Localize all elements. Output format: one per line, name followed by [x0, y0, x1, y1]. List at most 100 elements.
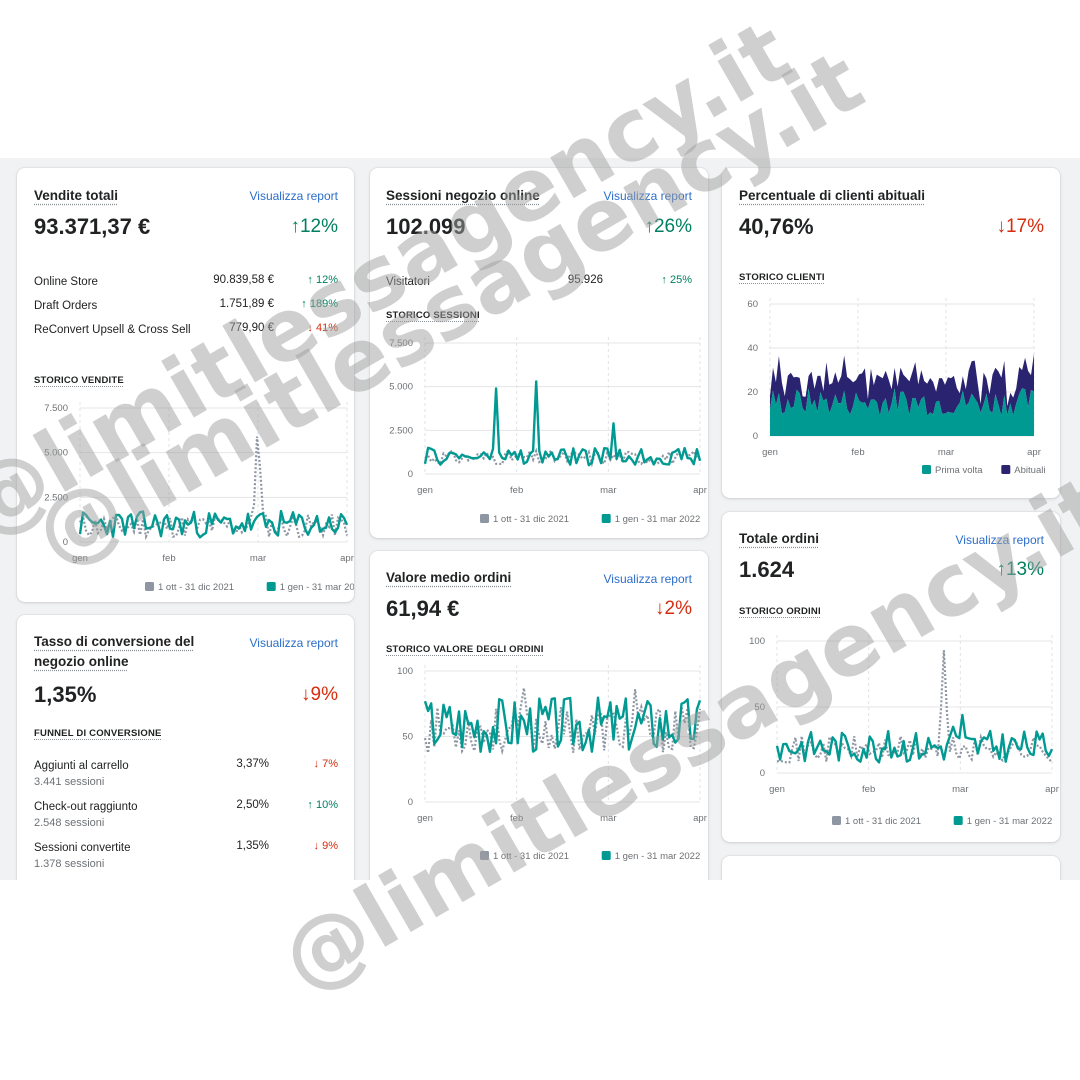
y-tick-label: 100: [397, 666, 413, 677]
sales-channel-delta: ↑ 12%: [307, 274, 338, 286]
delta-up: ↑26%: [644, 216, 692, 238]
view-report-link[interactable]: Visualizza report: [250, 189, 339, 203]
legend-label: 1 gen - 31 mar 2022: [280, 582, 354, 593]
funnel-step-delta: ↓ 7%: [314, 758, 338, 770]
delta-down: ↓9%: [301, 684, 338, 706]
sales-channel-delta: ↓ 41%: [307, 322, 338, 334]
view-report-link[interactable]: Visualizza report: [956, 533, 1045, 547]
card-title[interactable]: Vendite totali: [34, 186, 118, 206]
card-title[interactable]: Percentuale di clienti abituali: [739, 186, 925, 206]
arrow-up-icon: ↑: [644, 216, 654, 237]
card-title[interactable]: Tasso di conversione del negozio online: [34, 632, 214, 672]
delta-down: ↓2%: [655, 598, 692, 620]
dashboard-area: Vendite totali Visualizza report 93.371,…: [0, 158, 1080, 880]
delta-value: 41%: [316, 322, 338, 334]
legend-swatch: [602, 851, 611, 860]
x-tick-label: apr: [340, 553, 354, 564]
legend-label: 1 ott - 31 dic 2021: [845, 816, 921, 827]
legend-swatch: [145, 582, 154, 591]
card-total-sales: Vendite totali Visualizza report 93.371,…: [17, 168, 354, 602]
funnel-caption: FUNNEL DI CONVERSIONE: [34, 728, 162, 739]
legend-label: 1 ott - 31 dic 2021: [493, 514, 569, 525]
sales-channel-label: Online Store: [34, 274, 98, 290]
arrow-up-icon: ↑: [290, 216, 300, 237]
funnel-step-value: 1,35%: [236, 840, 269, 852]
card-total-orders: Totale ordini Visualizza report 1.624 ↑1…: [722, 512, 1060, 842]
sales-channel-value: 779,90 €: [229, 322, 274, 334]
funnel-step-value: 2,50%: [236, 799, 269, 811]
x-tick-label: mar: [250, 553, 266, 564]
total-sales-value: 93.371,37 €: [34, 214, 150, 240]
x-tick-label: gen: [769, 784, 785, 795]
delta-value: 9%: [322, 840, 338, 852]
legend-swatch: [922, 465, 931, 474]
x-tick-label: feb: [162, 553, 175, 564]
x-tick-label: gen: [72, 553, 88, 564]
average-order-value: 61,94 €: [386, 596, 459, 622]
delta-up: ↑12%: [290, 216, 338, 238]
sales-channel-value: 90.839,58 €: [213, 274, 274, 286]
x-tick-label: mar: [600, 485, 616, 496]
chart-caption: STORICO VENDITE: [34, 375, 124, 386]
view-report-link[interactable]: Visualizza report: [604, 572, 693, 586]
legend-swatch: [480, 514, 489, 523]
legend-label: Abituali: [1014, 465, 1045, 476]
card-online-sessions: Sessioni negozio online Visualizza repor…: [370, 168, 708, 538]
delta-value: 12%: [300, 216, 338, 237]
x-tick-label: apr: [693, 813, 707, 824]
returning-rate-value: 40,76%: [739, 214, 814, 240]
card-title[interactable]: Sessioni negozio online: [386, 186, 540, 206]
x-tick-label: gen: [762, 447, 778, 458]
x-tick-label: feb: [510, 485, 523, 496]
sales-channel-delta: ↑ 189%: [301, 298, 338, 310]
sales-channel-label: Draft Orders: [34, 298, 97, 314]
delta-value: 26%: [654, 216, 692, 237]
y-tick-label: 7.500: [44, 403, 68, 414]
x-tick-label: feb: [862, 784, 875, 795]
y-tick-label: 0: [63, 537, 68, 548]
legend-label: 1 gen - 31 mar 2022: [615, 514, 701, 525]
y-tick-label: 60: [747, 299, 758, 310]
x-tick-label: feb: [510, 813, 523, 824]
sales-chart: 7.5005.0002.5000gen feb mar apr1 ott - 31 d…: [17, 394, 354, 594]
card-title[interactable]: Totale ordini: [739, 529, 819, 549]
y-tick-label: 20: [747, 387, 758, 398]
arrow-down-icon: ↓: [655, 598, 665, 619]
x-tick-label: gen: [417, 485, 433, 496]
y-tick-label: 50: [754, 702, 765, 713]
view-report-link[interactable]: Visualizza report: [604, 189, 693, 203]
legend-swatch: [1001, 465, 1010, 474]
delta-value: 10%: [316, 799, 338, 811]
card-average-order-value: Valore medio ordini Visualizza report 61…: [370, 551, 708, 880]
card-partial: [722, 856, 1060, 880]
visitors-label: Visitatori: [386, 274, 430, 290]
card-title[interactable]: Valore medio ordini: [386, 568, 511, 588]
funnel-step-sessions: 2.548 sessioni: [34, 817, 104, 829]
x-tick-label: mar: [952, 784, 968, 795]
y-tick-label: 50: [402, 732, 413, 743]
delta-value: 7%: [322, 758, 338, 770]
chart-caption: STORICO ORDINI: [739, 606, 821, 617]
x-tick-label: mar: [600, 813, 616, 824]
average-order-chart: 100 50 0 gen feb mar apr 1 ott - 31 dic 2021 1 g…: [370, 661, 708, 880]
funnel-step-sessions: 3.441 sessioni: [34, 776, 104, 788]
y-tick-label: 2.500: [389, 425, 413, 436]
delta-value: 12%: [316, 274, 338, 286]
sales-channel-label: ReConvert Upsell & Cross Sell: [34, 322, 194, 338]
sessions-value: 102.099: [386, 214, 466, 240]
x-tick-label: mar: [938, 447, 954, 458]
chart-caption: STORICO VALORE DEGLI ORDINI: [386, 644, 544, 655]
legend-swatch: [602, 514, 611, 523]
delta-value: 25%: [670, 274, 692, 286]
legend-label: 1 gen - 31 mar 2022: [967, 816, 1053, 827]
delta-value: 189%: [310, 298, 338, 310]
funnel-step-label: Sessioni convertite: [34, 840, 131, 856]
legend-swatch: [480, 851, 489, 860]
x-tick-label: feb: [851, 447, 864, 458]
funnel-step-delta: ↑ 10%: [307, 799, 338, 811]
y-tick-label: 7.500: [389, 338, 413, 349]
delta-value: 17%: [1006, 216, 1044, 237]
y-tick-label: 0: [408, 797, 413, 808]
view-report-link[interactable]: Visualizza report: [250, 636, 339, 650]
delta-value: 9%: [311, 684, 338, 705]
